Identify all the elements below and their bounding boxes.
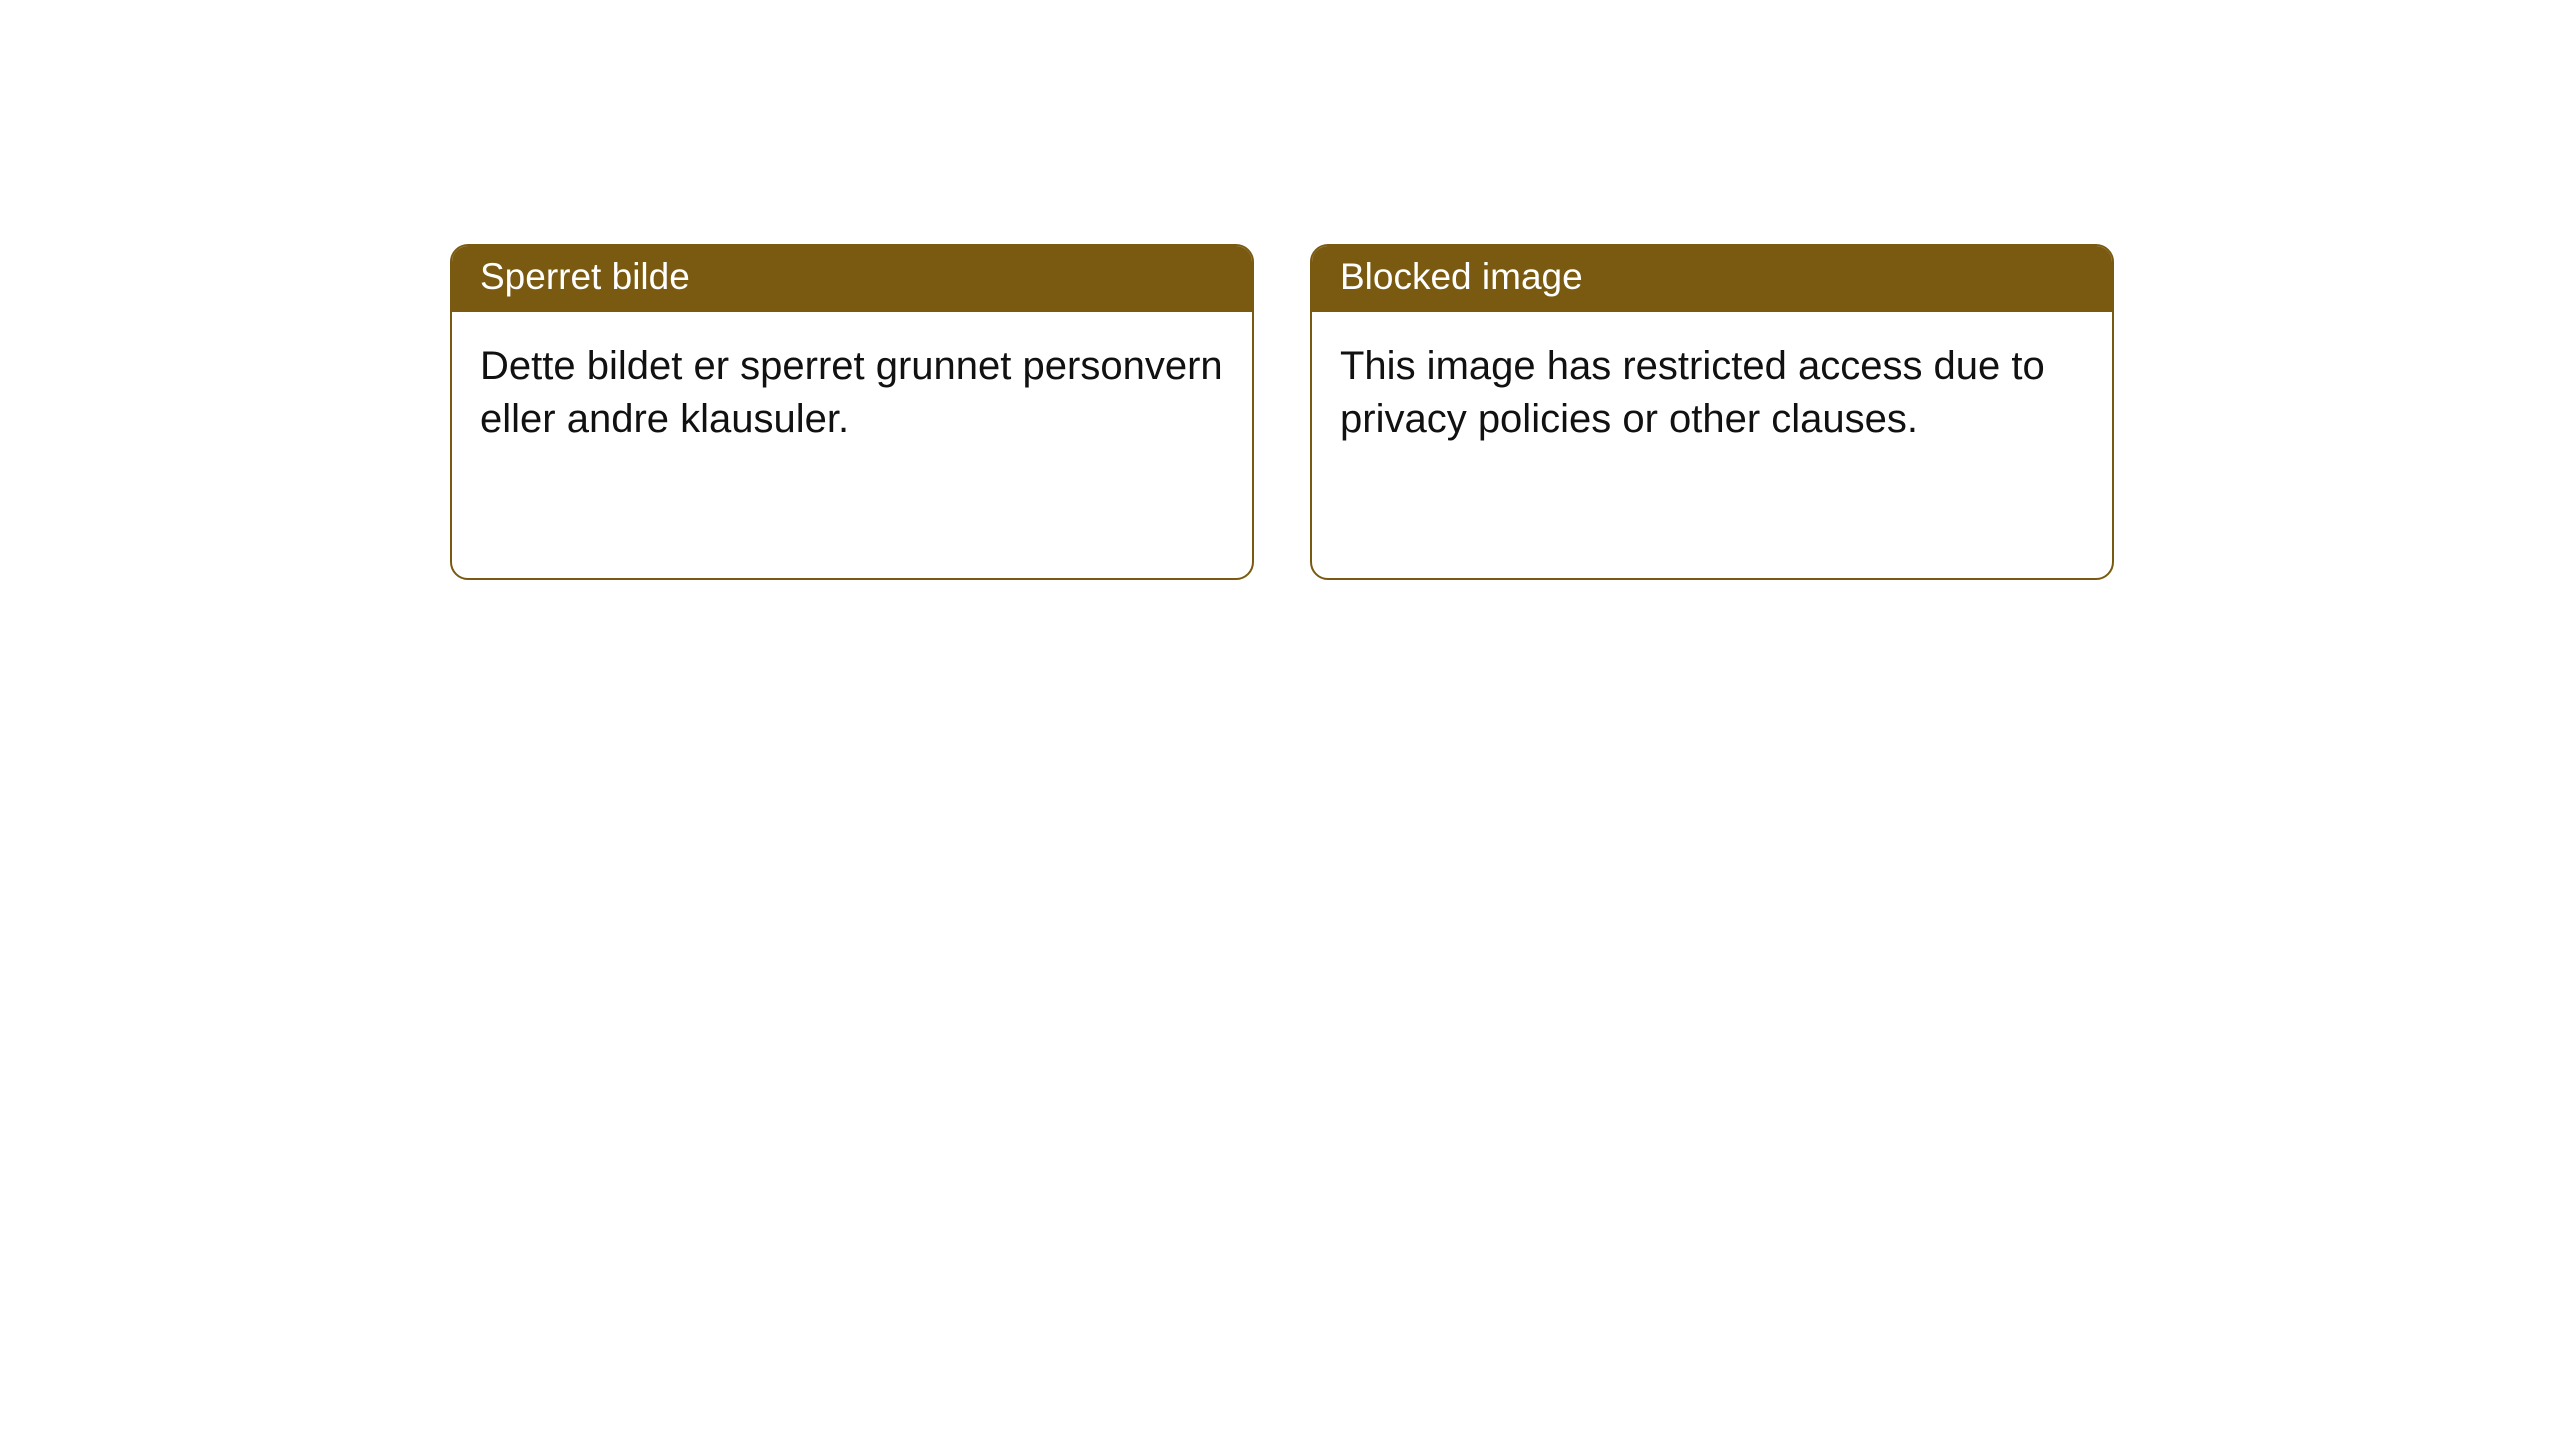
card-header: Blocked image bbox=[1312, 246, 2112, 312]
card-body: Dette bildet er sperret grunnet personve… bbox=[452, 312, 1252, 474]
card-header: Sperret bilde bbox=[452, 246, 1252, 312]
blocked-image-card-en: Blocked image This image has restricted … bbox=[1310, 244, 2114, 580]
blocked-image-card-no: Sperret bilde Dette bildet er sperret gr… bbox=[450, 244, 1254, 580]
cards-container: Sperret bilde Dette bildet er sperret gr… bbox=[450, 244, 2114, 580]
card-body: This image has restricted access due to … bbox=[1312, 312, 2112, 474]
